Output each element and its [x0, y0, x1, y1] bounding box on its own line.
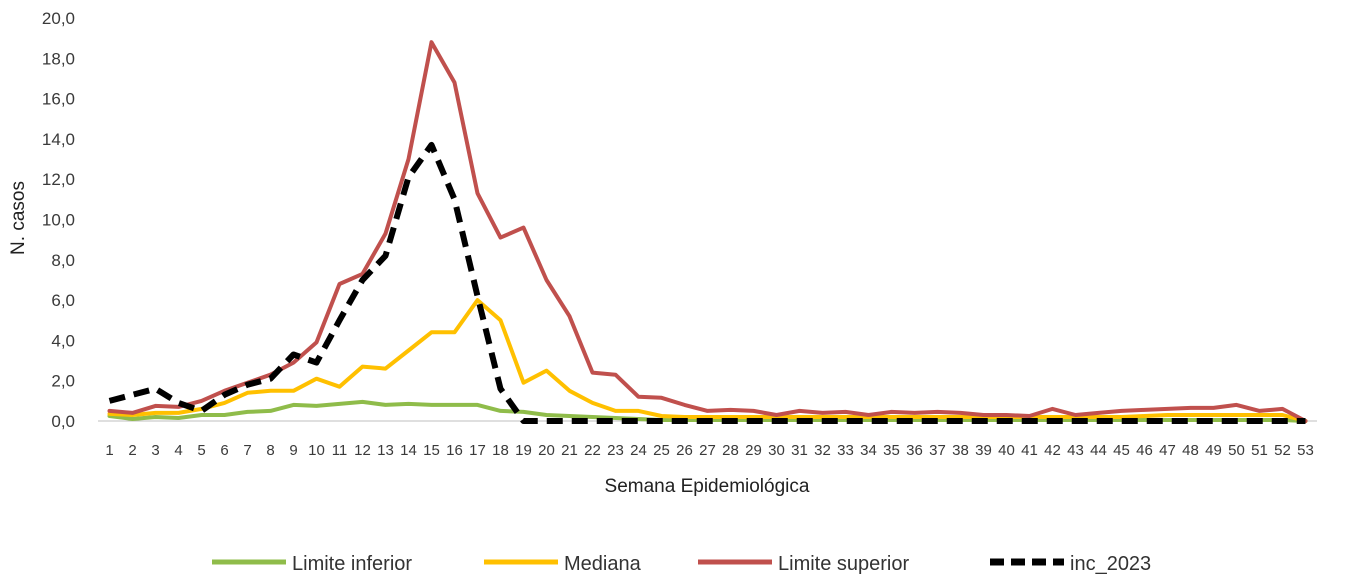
y-tick-label: 10,0	[42, 211, 75, 230]
x-tick-label: 5	[197, 442, 205, 459]
x-tick-label: 18	[492, 442, 509, 459]
x-tick-label: 35	[883, 442, 900, 459]
x-tick-label: 4	[174, 442, 182, 459]
x-tick-label: 27	[699, 442, 716, 459]
x-tick-label: 44	[1090, 442, 1107, 459]
x-tick-label: 39	[975, 442, 992, 459]
y-tick-label: 0,0	[51, 412, 75, 431]
x-tick-label: 1	[105, 442, 113, 459]
x-tick-label: 26	[676, 442, 693, 459]
x-tick-label: 45	[1113, 442, 1130, 459]
x-tick-label: 37	[929, 442, 946, 459]
y-axis-ticks: 0,0 2,0 4,0 6,0 8,0 10,0 12,0 14,0 16,0 18,0 20,0	[42, 9, 75, 431]
x-tick-label: 23	[607, 442, 624, 459]
legend: Limite inferior Mediana Limite superior inc…	[212, 553, 1151, 575]
y-tick-label: 16,0	[42, 90, 75, 109]
legend-label: Mediana	[564, 553, 642, 575]
x-tick-label: 15	[423, 442, 440, 459]
y-tick-label: 2,0	[51, 372, 75, 391]
x-tick-label: 12	[354, 442, 371, 459]
x-tick-label: 9	[289, 442, 297, 459]
x-tick-label: 52	[1274, 442, 1291, 459]
x-tick-label: 11	[332, 442, 348, 459]
y-axis-title: N. casos	[8, 181, 29, 255]
x-tick-label: 43	[1067, 442, 1084, 459]
y-tick-label: 18,0	[42, 49, 75, 68]
x-tick-label: 16	[446, 442, 463, 459]
x-tick-label: 6	[220, 442, 228, 459]
legend-label: inc_2023	[1070, 553, 1151, 575]
y-tick-label: 4,0	[51, 331, 75, 350]
x-tick-label: 30	[768, 442, 785, 459]
x-tick-label: 47	[1159, 442, 1176, 459]
x-tick-label: 28	[722, 442, 739, 459]
y-tick-label: 14,0	[42, 130, 75, 149]
x-tick-label: 42	[1044, 442, 1061, 459]
x-tick-label: 53	[1297, 442, 1314, 459]
x-tick-label: 8	[266, 442, 274, 459]
x-tick-label: 32	[814, 442, 831, 459]
series-line-limite-superior	[107, 40, 1308, 423]
x-tick-label: 36	[906, 442, 923, 459]
x-tick-label: 50	[1228, 442, 1245, 459]
x-tick-label: 10	[308, 442, 325, 459]
x-tick-label: 21	[561, 442, 578, 459]
x-tick-label: 48	[1182, 442, 1199, 459]
x-axis-ticks: 1 2 3 4 5 6 7 8 9 10 11 12 13 14 15 16 17 18 19 20 21 22 23 24 2…	[105, 442, 1314, 459]
x-tick-label: 20	[538, 442, 555, 459]
x-tick-label: 14	[400, 442, 417, 459]
x-tick-label: 2	[128, 442, 136, 459]
x-tick-label: 22	[584, 442, 601, 459]
x-tick-label: 3	[151, 442, 159, 459]
x-tick-label: 34	[860, 442, 877, 459]
x-tick-label: 7	[243, 442, 251, 459]
x-tick-label: 41	[1021, 442, 1038, 459]
x-tick-label: 17	[469, 442, 486, 459]
x-tick-label: 31	[791, 442, 808, 459]
x-tick-label: 46	[1136, 442, 1153, 459]
series-lines	[107, 40, 1308, 424]
x-axis-title: Semana Epidemiológica	[605, 476, 810, 497]
legend-label: Limite inferior	[292, 553, 412, 575]
x-tick-label: 33	[837, 442, 854, 459]
x-tick-label: 24	[630, 442, 647, 459]
x-tick-label: 25	[653, 442, 670, 459]
y-tick-label: 6,0	[51, 291, 75, 310]
x-tick-label: 13	[377, 442, 394, 459]
x-tick-label: 49	[1205, 442, 1222, 459]
series-line-inc-2023	[108, 141, 1306, 424]
x-tick-label: 19	[515, 442, 532, 459]
x-tick-label: 38	[952, 442, 969, 459]
y-tick-label: 8,0	[51, 251, 75, 270]
x-tick-label: 29	[745, 442, 762, 459]
y-tick-label: 20,0	[42, 9, 75, 28]
y-tick-label: 12,0	[42, 170, 75, 189]
legend-label: Limite superior	[778, 553, 910, 575]
x-tick-label: 51	[1251, 442, 1268, 459]
series-line-mediana	[107, 298, 1308, 423]
x-tick-label: 40	[998, 442, 1015, 459]
